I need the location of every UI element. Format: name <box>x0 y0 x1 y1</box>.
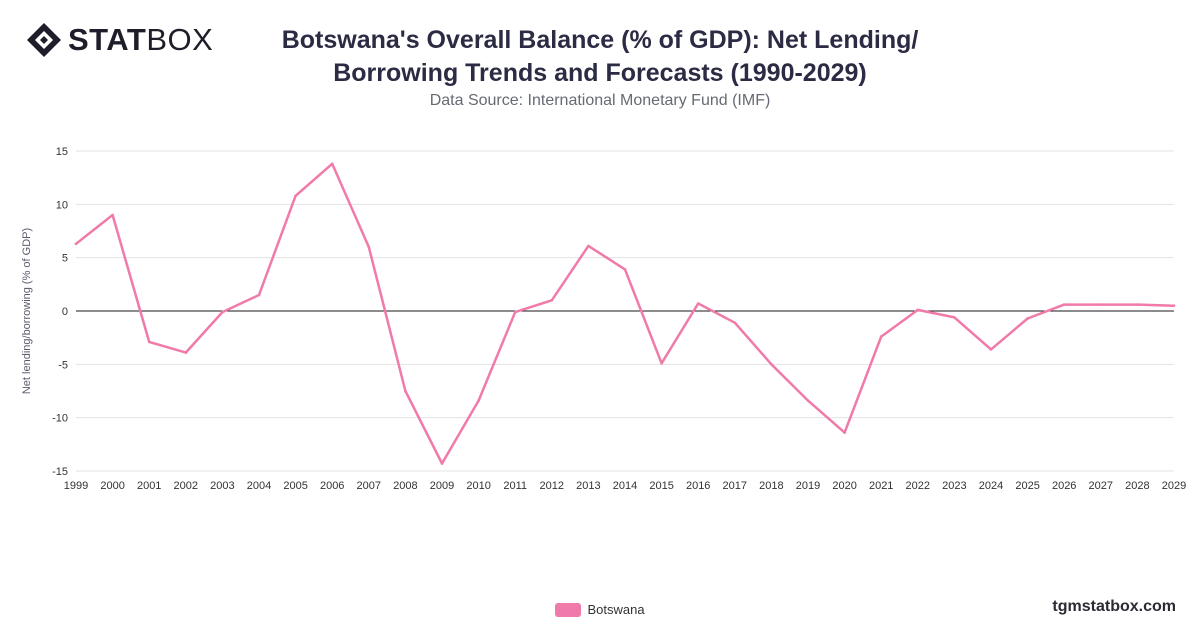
logo-text-bold: STAT <box>68 22 147 57</box>
data-point <box>1026 317 1029 320</box>
data-point <box>513 310 517 314</box>
y-axis-label: Net lending/borrowing (% of GDP) <box>21 228 33 394</box>
data-point <box>1136 303 1139 306</box>
x-tick-label: 2009 <box>430 480 454 492</box>
x-tick-label: 2010 <box>466 480 490 492</box>
footer-site: tgmstatbox.com <box>1052 598 1176 615</box>
x-tick-label: 2024 <box>979 480 1003 492</box>
x-tick-label: 2004 <box>247 480 271 492</box>
chart-title-line-2: Borrowing Trends and Forecasts (1990-202… <box>333 59 867 87</box>
x-tick-label: 2008 <box>393 480 417 492</box>
x-tick-label: 2029 <box>1162 480 1186 492</box>
data-point <box>623 268 627 271</box>
data-point <box>74 242 78 246</box>
data-point <box>550 299 554 302</box>
x-tick-label: 2016 <box>686 480 710 492</box>
y-tick-label: 10 <box>56 199 68 211</box>
legend[interactable]: Botswana <box>0 602 1200 617</box>
x-tick-label: 2006 <box>320 480 344 492</box>
data-point <box>696 302 700 305</box>
data-point <box>806 399 810 402</box>
statbox-logo-text: STATBOX <box>68 22 213 58</box>
x-tick-label: 2013 <box>576 480 600 492</box>
y-tick-label: -15 <box>52 466 68 478</box>
data-point <box>916 308 920 312</box>
x-tick-label: 2027 <box>1089 480 1113 492</box>
data-point <box>330 162 334 166</box>
x-tick-label: 2025 <box>1015 480 1039 492</box>
data-point <box>111 213 114 217</box>
data-point <box>404 389 407 393</box>
x-tick-label: 2020 <box>832 480 856 492</box>
legend-swatch-botswana <box>555 602 582 617</box>
data-point <box>660 361 663 365</box>
y-tick-label: 0 <box>62 306 68 318</box>
data-point <box>477 399 480 402</box>
x-tick-label: 2014 <box>613 480 637 492</box>
x-tick-label: 2001 <box>137 480 161 492</box>
y-tick-label: 15 <box>56 146 68 158</box>
chart-subtitle: Data Source: International Monetary Fund… <box>429 92 771 109</box>
x-tick-label: 2026 <box>1052 480 1076 492</box>
data-point <box>294 194 297 198</box>
data-point <box>440 462 444 465</box>
data-point <box>257 293 261 297</box>
x-tick-label: 2022 <box>906 480 930 492</box>
legend-label-botswana: Botswana <box>587 602 645 617</box>
data-point <box>1062 303 1066 306</box>
data-point <box>184 351 188 354</box>
x-tick-label: 2000 <box>100 480 124 492</box>
x-tick-label: 2007 <box>357 480 381 492</box>
chart-title: Botswana's Overall Balance (% of GDP): N… <box>200 24 1000 90</box>
data-point <box>879 335 883 338</box>
x-tick-label: 2011 <box>503 480 527 492</box>
x-tick-label: 2003 <box>210 480 234 492</box>
x-tick-label: 2002 <box>174 480 198 492</box>
x-tick-label: 2019 <box>796 480 820 492</box>
data-point <box>953 316 956 319</box>
data-point <box>1099 303 1103 306</box>
y-tick-label: 5 <box>62 253 68 265</box>
statbox-logo: STATBOX <box>26 22 213 58</box>
data-point <box>147 340 151 344</box>
data-point <box>733 321 737 325</box>
data-point <box>221 310 224 314</box>
logo-text-light: BOX <box>146 22 214 57</box>
x-tick-label: 2015 <box>649 480 673 492</box>
data-point <box>770 363 773 366</box>
x-tick-label: 2023 <box>942 480 966 492</box>
chart-title-line-1: Botswana's Overall Balance (% of GDP): N… <box>281 26 919 54</box>
x-tick-label: 2012 <box>540 480 564 492</box>
series-line-botswana <box>74 162 1176 465</box>
data-point <box>587 244 590 248</box>
x-tick-label: 2021 <box>869 480 893 492</box>
x-tick-label: 2018 <box>759 480 783 492</box>
data-point <box>989 348 993 351</box>
statbox-diamond-icon <box>27 23 61 57</box>
x-tick-label: 1999 <box>64 480 88 492</box>
data-point <box>1172 304 1176 307</box>
y-tick-label: -5 <box>58 359 68 371</box>
y-tick-label: -10 <box>52 413 68 425</box>
x-tick-label: 2005 <box>283 480 307 492</box>
data-point <box>367 245 371 249</box>
data-point <box>843 431 846 434</box>
x-tick-label: 2017 <box>723 480 747 492</box>
x-tick-label: 2028 <box>1125 480 1149 492</box>
